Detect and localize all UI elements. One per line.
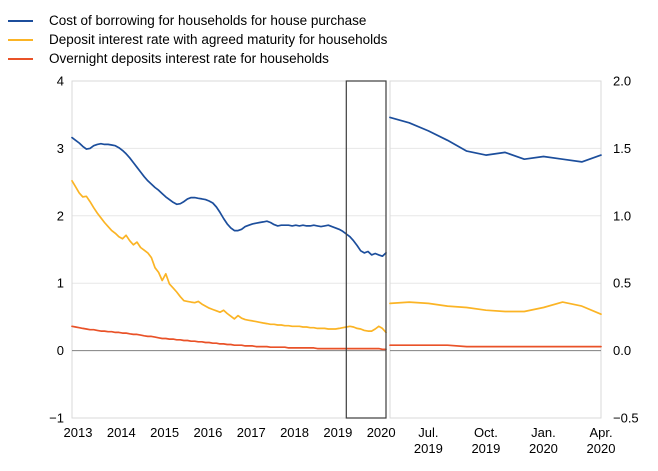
x-axis-tick-label: 2019 xyxy=(414,441,443,456)
y-axis-tick-label: 0.0 xyxy=(613,343,631,358)
x-axis-tick-label: Jan. xyxy=(531,425,556,440)
legend-label: Deposit interest rate with agreed maturi… xyxy=(49,32,388,47)
x-axis-tick-label: Apr. xyxy=(589,425,612,440)
legend-item-overnight-deposits: Overnight deposits interest rate for hou… xyxy=(8,49,387,68)
legend-item-cost-of-borrowing: Cost of borrowing for households for hou… xyxy=(8,11,387,30)
series-line-deposit-interest-rate xyxy=(389,301,602,316)
legend-label: Overnight deposits interest rate for hou… xyxy=(49,51,329,66)
legend-label: Cost of borrowing for households for hou… xyxy=(49,13,367,28)
blue-line-icon xyxy=(8,19,33,22)
x-axis-tick-label: 2018 xyxy=(280,425,309,440)
series-line-overnight-deposits-interest xyxy=(71,325,387,351)
x-axis-tick-label: Oct. xyxy=(474,425,498,440)
x-axis-tick-label: 2016 xyxy=(193,425,222,440)
x-axis-tick-label: 2015 xyxy=(150,425,179,440)
y-axis-tick-label: 0 xyxy=(57,343,64,358)
y-axis-tick-label: 3 xyxy=(57,141,64,156)
x-axis-tick-label: 2019 xyxy=(323,425,352,440)
x-axis-tick-label: 2020 xyxy=(367,425,396,440)
y-axis-tick-label: 0.5 xyxy=(613,276,631,291)
y-axis-tick-label: −1 xyxy=(49,411,64,426)
y-axis-tick-label: 2.0 xyxy=(613,74,631,89)
y-axis-tick-label: 4 xyxy=(57,74,64,89)
panel-border xyxy=(71,80,387,419)
x-axis-tick-label: 2017 xyxy=(237,425,266,440)
x-axis-tick-label: 2020 xyxy=(529,441,558,456)
series-line-cost-of-borrowing xyxy=(71,136,387,258)
x-axis-tick-label: 2019 xyxy=(471,441,500,456)
panel-border xyxy=(389,80,602,419)
y-axis-tick-label: 2 xyxy=(57,208,64,223)
red-line-icon xyxy=(8,57,33,60)
yellow-line-icon xyxy=(8,38,33,41)
x-axis-tick-label: 2014 xyxy=(107,425,136,440)
x-axis-tick-label: Jul. xyxy=(418,425,438,440)
series-line-overnight-deposits-interest xyxy=(389,344,602,348)
legend-item-deposit-agreed-maturity: Deposit interest rate with agreed maturi… xyxy=(8,30,387,49)
series-line-cost-of-borrowing xyxy=(389,116,602,163)
y-axis-tick-label: −0.5 xyxy=(613,411,639,426)
series-line-deposit-interest-rate xyxy=(71,179,387,334)
y-axis-tick-label: 1.0 xyxy=(613,208,631,223)
highlight-box xyxy=(345,80,387,419)
zoom-panel: 2.01.51.00.50.0−0.5Jul.2019Oct.2019Jan.2… xyxy=(389,74,639,456)
y-axis-tick-label: 1 xyxy=(57,276,64,291)
x-axis-tick-label: 2013 xyxy=(64,425,93,440)
y-axis-tick-label: 1.5 xyxy=(613,141,631,156)
chart-legend: Cost of borrowing for households for hou… xyxy=(8,11,387,68)
x-axis-tick-label: 2020 xyxy=(587,441,616,456)
